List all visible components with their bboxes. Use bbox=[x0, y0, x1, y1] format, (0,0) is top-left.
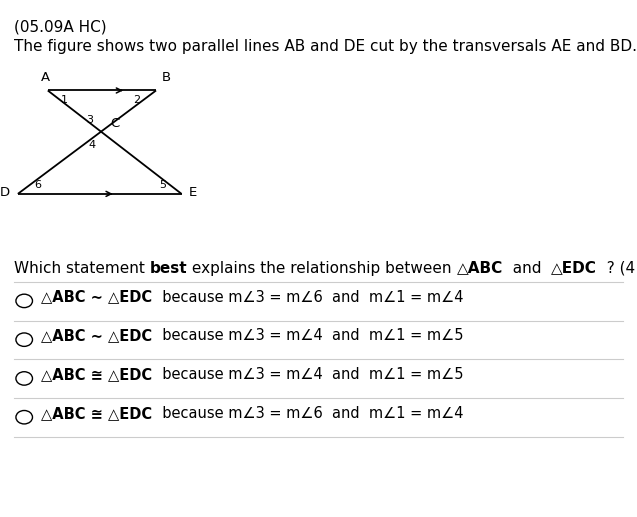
Text: △ABC: △ABC bbox=[457, 261, 503, 276]
Text: because m∠3 = m∠4  and  m∠1 = m∠5: because m∠3 = m∠4 and m∠1 = m∠5 bbox=[152, 328, 463, 343]
Text: and: and bbox=[503, 261, 551, 276]
Text: 2: 2 bbox=[133, 95, 141, 105]
Text: △ABC ∼ △EDC: △ABC ∼ △EDC bbox=[41, 328, 152, 343]
Text: △ABC ≅ △EDC: △ABC ≅ △EDC bbox=[41, 367, 152, 382]
Text: B: B bbox=[162, 71, 171, 84]
Text: 1: 1 bbox=[61, 95, 68, 105]
Text: D: D bbox=[0, 186, 10, 200]
Text: because m∠3 = m∠6  and  m∠1 = m∠4: because m∠3 = m∠6 and m∠1 = m∠4 bbox=[152, 406, 463, 421]
Text: △ABC ≅ △EDC: △ABC ≅ △EDC bbox=[41, 406, 152, 421]
Text: Which statement: Which statement bbox=[14, 261, 150, 276]
Text: because m∠3 = m∠6  and  m∠1 = m∠4: because m∠3 = m∠6 and m∠1 = m∠4 bbox=[152, 290, 463, 305]
Text: 6: 6 bbox=[35, 179, 41, 190]
Text: A: A bbox=[41, 71, 50, 84]
Text: 3: 3 bbox=[86, 115, 93, 125]
Text: explains the relationship between: explains the relationship between bbox=[187, 261, 457, 276]
Text: C: C bbox=[110, 116, 119, 130]
Text: E: E bbox=[189, 186, 197, 200]
Text: △ABC ∼ △EDC: △ABC ∼ △EDC bbox=[41, 290, 152, 305]
Text: ? (4 points): ? (4 points) bbox=[597, 261, 637, 276]
Text: 4: 4 bbox=[89, 140, 96, 150]
Text: 5: 5 bbox=[159, 179, 166, 190]
Text: (05.09A HC): (05.09A HC) bbox=[14, 20, 106, 35]
Text: best: best bbox=[150, 261, 187, 276]
Text: The figure shows two parallel lines AB and DE cut by the transversals AE and BD.: The figure shows two parallel lines AB a… bbox=[14, 39, 637, 54]
Text: because m∠3 = m∠4  and  m∠1 = m∠5: because m∠3 = m∠4 and m∠1 = m∠5 bbox=[152, 367, 463, 382]
Text: △EDC: △EDC bbox=[551, 261, 597, 276]
